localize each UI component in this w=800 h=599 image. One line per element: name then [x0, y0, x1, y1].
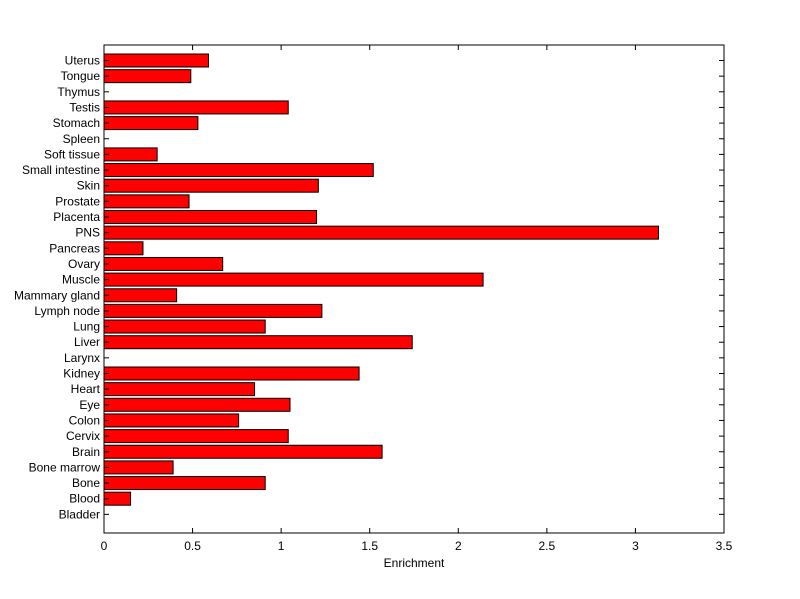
y-tick-label: Soft tissue [44, 147, 100, 161]
y-tick-label: Uterus [65, 54, 100, 68]
y-tick-label: Lung [73, 320, 100, 334]
bar [103, 460, 174, 475]
bar [103, 319, 266, 334]
x-tick-label: 2.5 [539, 539, 556, 553]
bar [103, 100, 289, 115]
y-tick-label: Brain [72, 445, 100, 459]
bar [103, 444, 383, 459]
y-tick-label: Pancreas [49, 241, 100, 255]
y-tick-label: Blood [69, 492, 100, 506]
y-tick-label: Kidney [63, 367, 100, 381]
y-tick-label: Bone marrow [29, 460, 101, 474]
x-tick-label: 1 [278, 539, 285, 553]
y-tick-label: PNS [75, 226, 100, 240]
bars-group [103, 53, 659, 506]
bar [103, 241, 144, 256]
bar [103, 256, 224, 271]
x-tick-label: 1.5 [361, 539, 378, 553]
bar [103, 69, 192, 84]
x-tick-label: 2 [455, 539, 462, 553]
bar [103, 272, 484, 287]
bar [103, 116, 199, 131]
y-tick-label: Tongue [61, 69, 101, 83]
bar [103, 178, 319, 193]
x-tick-label: 0 [101, 539, 108, 553]
y-tick-label: Placenta [53, 210, 100, 224]
bar [103, 225, 659, 240]
y-tick-label: Muscle [62, 273, 100, 287]
y-tick-label: Lymph node [34, 304, 100, 318]
bar [103, 413, 240, 428]
bar [103, 147, 158, 162]
y-tick-label: Ovary [68, 257, 100, 271]
y-tick-label: Bone [72, 476, 100, 490]
bar [103, 194, 190, 209]
y-tick-label: Eye [79, 398, 100, 412]
y-tick-label: Skin [77, 179, 100, 193]
x-tick-label: 0.5 [184, 539, 201, 553]
bar [103, 476, 266, 491]
y-tick-label: Thymus [57, 85, 100, 99]
y-tick-label: Spleen [63, 132, 100, 146]
y-tick-label: Small intestine [22, 163, 100, 177]
bar [103, 210, 318, 224]
bar [103, 288, 178, 303]
bar [103, 366, 360, 381]
bar [103, 335, 413, 350]
y-tick-label: Bladder [59, 507, 100, 521]
y-tick-label: Larynx [64, 351, 100, 365]
y-tick-label: Heart [71, 382, 101, 396]
x-axis: 0 0.5 1 1.5 2 2.5 3 3.5 [101, 45, 733, 553]
bar [103, 53, 210, 68]
bar [103, 303, 323, 318]
x-tick-label: 3 [632, 539, 639, 553]
bar [103, 163, 374, 178]
bar [103, 429, 289, 444]
y-tick-label: Liver [74, 335, 100, 349]
x-axis-label: Enrichment [384, 556, 445, 570]
y-tick-label: Cervix [66, 429, 100, 443]
y-tick-label: Colon [69, 413, 100, 427]
bar [103, 382, 256, 397]
y-tick-label: Prostate [55, 194, 100, 208]
x-tick-label: 3.5 [716, 539, 733, 553]
y-tick-label: Stomach [53, 116, 100, 130]
y-tick-label: Mammary gland [14, 288, 100, 302]
y-tick-label: Testis [69, 100, 100, 114]
bar [103, 397, 291, 412]
